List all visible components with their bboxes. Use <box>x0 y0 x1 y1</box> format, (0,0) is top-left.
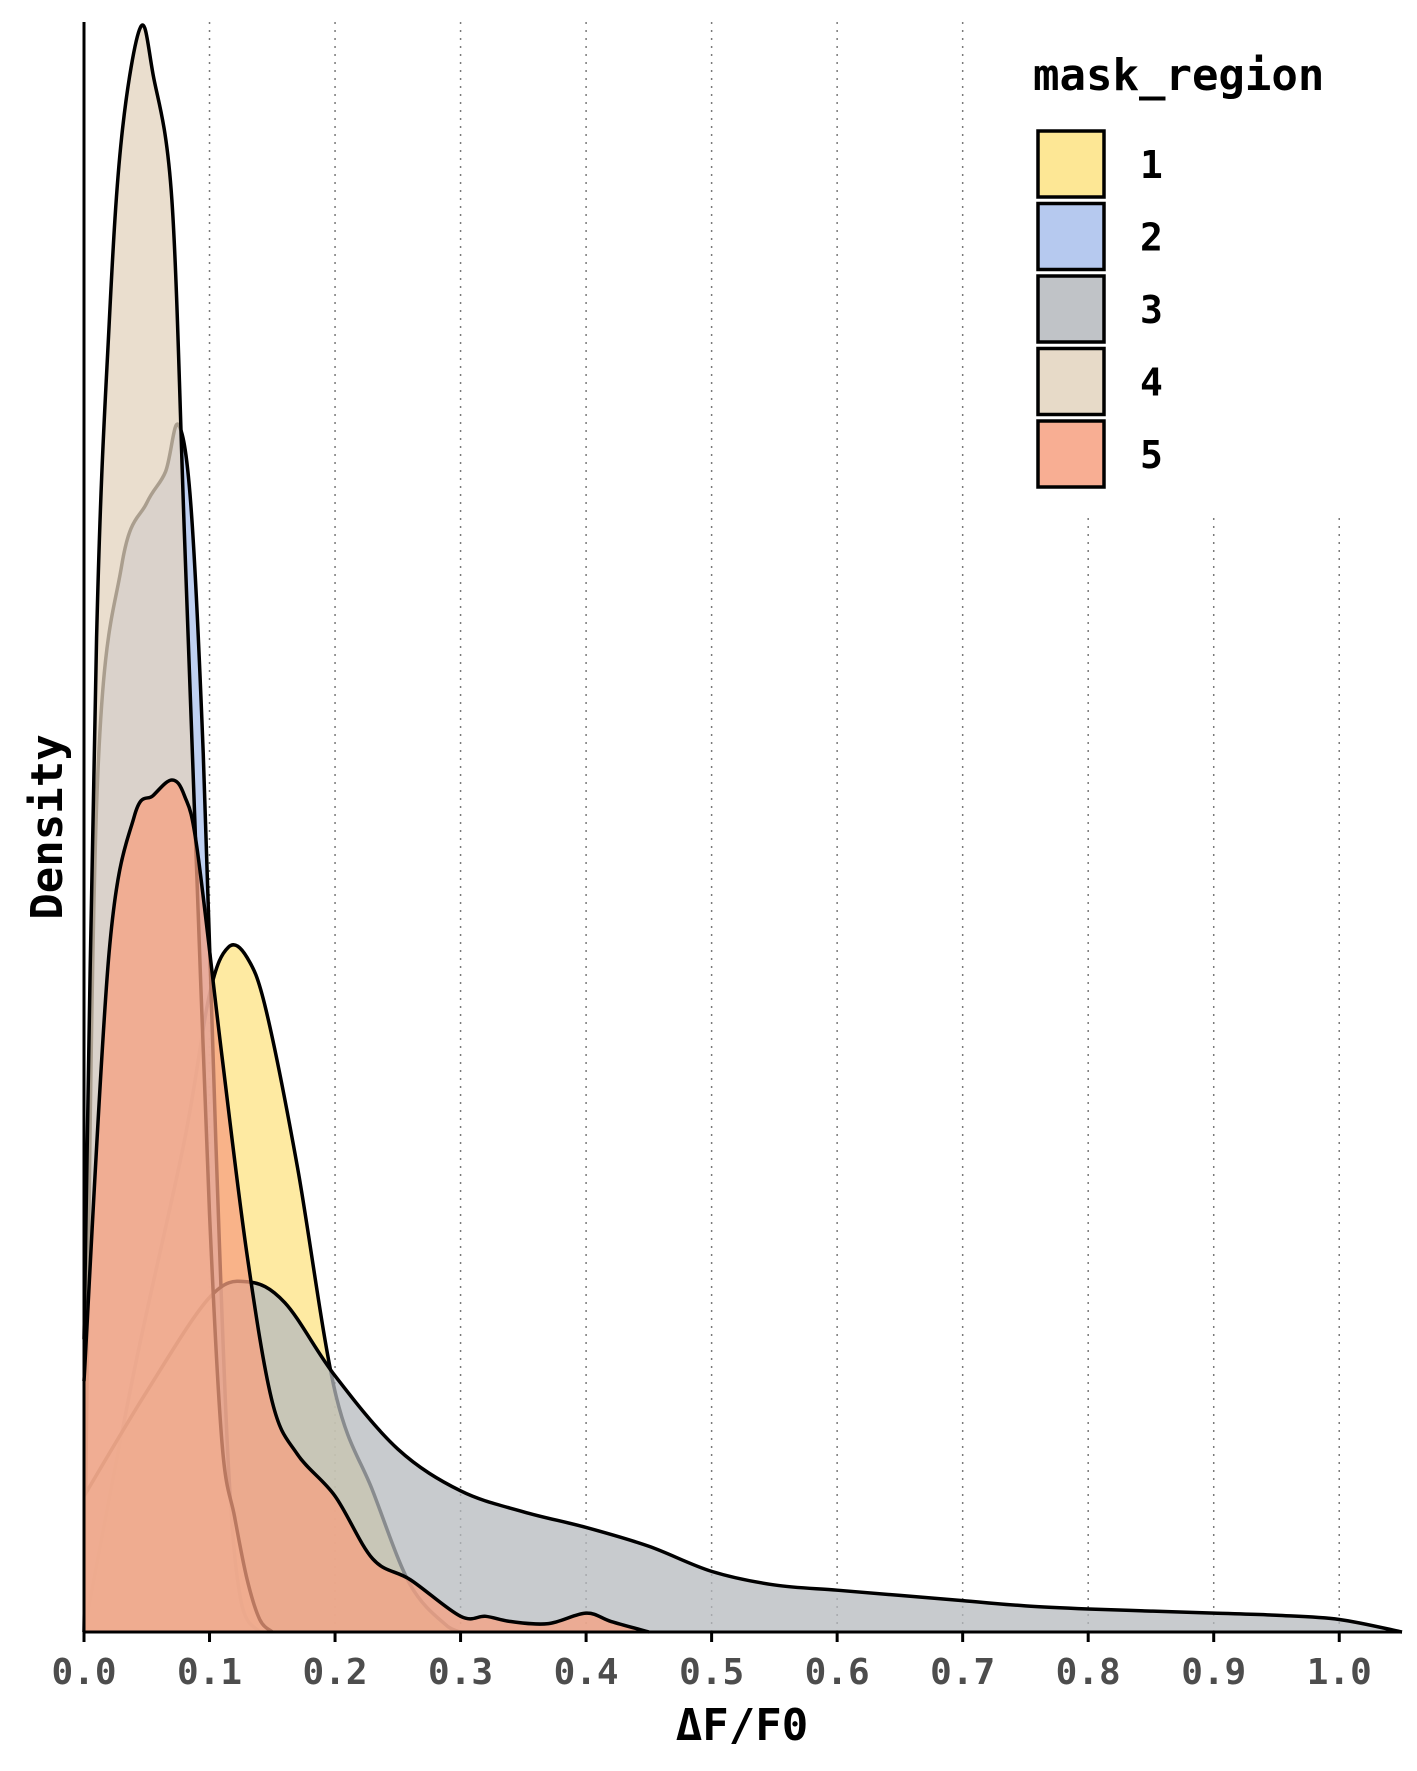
density-line-region-3 <box>82 1279 1403 1634</box>
legend-label-5: 5 <box>1140 433 1163 477</box>
y-axis-title: Density <box>22 734 73 919</box>
density-area-region-5 <box>84 779 649 1632</box>
legend-items: 1 2 3 4 5 <box>1036 129 1163 489</box>
axis-layer <box>82 22 1402 1634</box>
x-axis-title: ΔF/F0 <box>676 1700 808 1751</box>
legend-label-3: 3 <box>1140 288 1163 332</box>
x-tick-label: 0.4 <box>554 1652 619 1693</box>
x-tick-label: 0.8 <box>1056 1652 1121 1693</box>
series-layer <box>82 23 1403 1634</box>
legend: mask_region 1 2 3 4 5 <box>1005 22 1395 512</box>
legend-label-4: 4 <box>1140 361 1163 405</box>
legend-label-2: 2 <box>1140 216 1163 260</box>
legend-swatch-4 <box>1036 346 1106 417</box>
x-tick-label: 0.1 <box>177 1652 242 1693</box>
x-tick-label: 0.9 <box>1181 1652 1246 1693</box>
x-tick-label: 0.7 <box>930 1652 995 1693</box>
x-tick-label: 0.3 <box>428 1652 493 1693</box>
x-tick-label: 1.0 <box>1307 1652 1372 1693</box>
legend-swatch-3 <box>1036 274 1106 344</box>
legend-label-1: 1 <box>1140 143 1163 187</box>
x-tick-labels: 0.0 0.1 0.2 0.3 0.4 0.5 0.6 0.7 0.8 0.9 1.0 <box>51 1632 1372 1693</box>
density-area-region-3 <box>84 1281 1402 1632</box>
density-line-region-5 <box>82 778 650 1634</box>
x-tick-label: 0.2 <box>303 1652 368 1693</box>
x-tick-label: 0.6 <box>805 1652 870 1693</box>
legend-swatch-1 <box>1036 129 1106 199</box>
x-tick-label: 0.5 <box>679 1652 744 1693</box>
x-tick-label: 0.0 <box>51 1652 116 1693</box>
legend-title: mask_region <box>1033 50 1324 101</box>
legend-swatch-2 <box>1036 201 1106 272</box>
legend-swatch-5 <box>1036 419 1106 489</box>
